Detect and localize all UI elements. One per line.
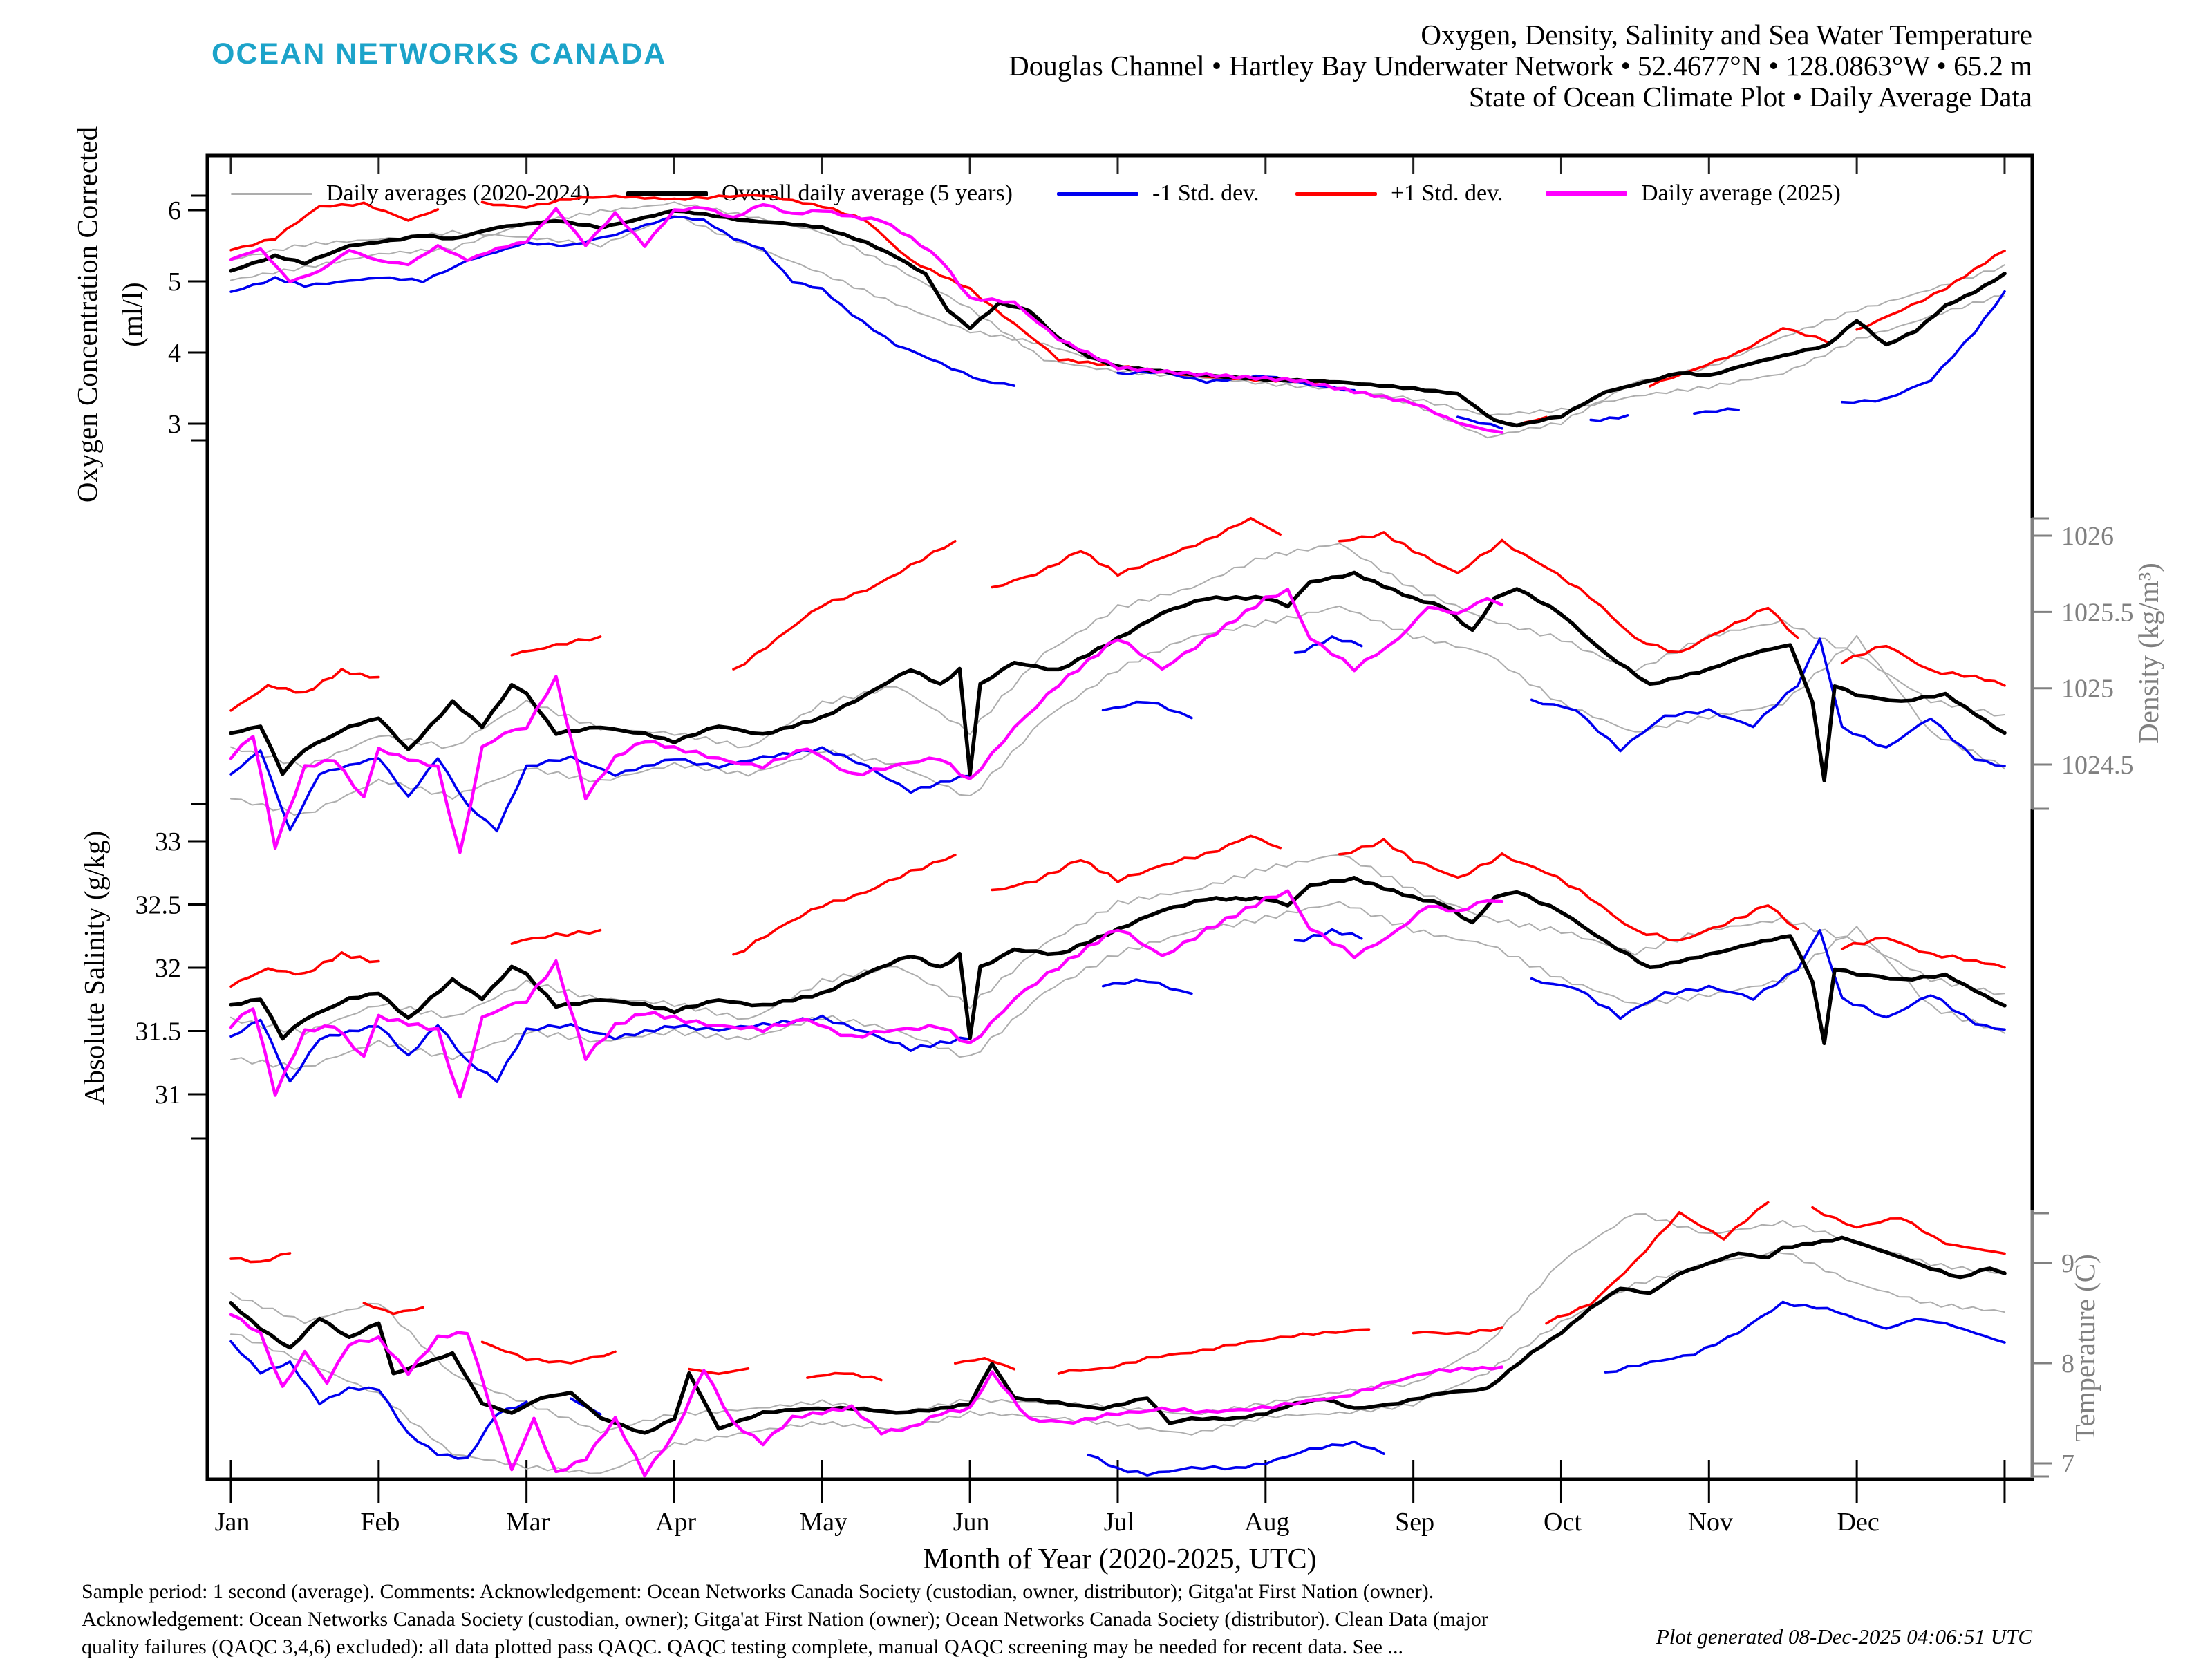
svg-text:Feb: Feb — [360, 1508, 400, 1537]
svg-text:Absolute Salinity (g/kg): Absolute Salinity (g/kg) — [78, 831, 110, 1105]
svg-text:4: 4 — [168, 339, 181, 368]
svg-text:8: 8 — [2061, 1349, 2074, 1378]
legend-label: +1 Std. dev. — [1391, 180, 1503, 206]
legend-line-blue-icon — [1057, 191, 1138, 196]
svg-text:(ml/l): (ml/l) — [116, 282, 148, 346]
svg-text:1025.5: 1025.5 — [2061, 598, 2134, 627]
footer-comments-line3: quality failures (QAQC 3,4,6) excluded):… — [82, 1635, 1403, 1658]
legend-label: Overall daily average (5 years) — [722, 180, 1013, 206]
svg-text:33: 33 — [155, 827, 181, 856]
plot-subtitle-location: Douglas Channel • Hartley Bay Underwater… — [1009, 50, 2032, 82]
legend-line-red-icon — [1295, 191, 1377, 196]
legend-item-daily-averages: Daily averages (2020-2024) — [231, 180, 590, 207]
svg-text:Jul: Jul — [1104, 1508, 1134, 1537]
plot-title: Oxygen, Density, Salinity and Sea Water … — [1421, 19, 2032, 50]
legend-line-black-icon — [626, 191, 708, 196]
svg-text:Dec: Dec — [1837, 1508, 1880, 1537]
plot-generated-timestamp: Plot generated 08-Dec-2025 04:06:51 UTC — [1656, 1624, 2032, 1649]
legend-item-daily-average-2025: Daily average (2025) — [1546, 180, 1841, 207]
svg-text:Jun: Jun — [953, 1508, 990, 1537]
footer-comments-line1: Sample period: 1 second (average). Comme… — [82, 1580, 1434, 1603]
svg-text:6: 6 — [168, 196, 181, 225]
svg-text:32: 32 — [155, 954, 181, 983]
svg-text:5: 5 — [168, 268, 181, 297]
svg-text:Nov: Nov — [1688, 1508, 1733, 1537]
svg-text:32.5: 32.5 — [135, 891, 182, 920]
legend-item-minus-1-std: -1 Std. dev. — [1057, 180, 1259, 207]
svg-text:Sep: Sep — [1395, 1508, 1434, 1537]
legend-label: Daily average (2025) — [1641, 180, 1841, 206]
svg-text:Jan: Jan — [215, 1508, 250, 1537]
legend-label: Daily averages (2020-2024) — [326, 180, 590, 206]
svg-text:7: 7 — [2061, 1450, 2074, 1479]
svg-text:31.5: 31.5 — [135, 1018, 182, 1047]
svg-text:1025: 1025 — [2061, 675, 2114, 704]
svg-text:Temperature (C): Temperature (C) — [2069, 1254, 2101, 1441]
svg-text:Apr: Apr — [655, 1508, 696, 1537]
svg-text:Aug: Aug — [1244, 1508, 1289, 1537]
svg-text:9: 9 — [2061, 1249, 2074, 1278]
svg-text:May: May — [799, 1508, 847, 1537]
legend-label: -1 Std. dev. — [1152, 180, 1259, 206]
ocean-networks-canada-logo: OCEAN NETWORKS CANADA — [212, 37, 667, 71]
svg-text:Oct: Oct — [1544, 1508, 1582, 1537]
legend-line-gray-icon — [231, 192, 312, 195]
svg-text:Oxygen Concentration Corrected: Oxygen Concentration Corrected — [71, 126, 103, 503]
legend-item-plus-1-std: +1 Std. dev. — [1295, 180, 1503, 207]
legend-item-overall-average: Overall daily average (5 years) — [626, 180, 1013, 207]
svg-text:Mar: Mar — [506, 1508, 550, 1537]
plot-subtitle-type: State of Ocean Climate Plot • Daily Aver… — [1468, 81, 2032, 113]
footer-comments-line2: Acknowledgement: Ocean Networks Canada S… — [82, 1608, 1488, 1631]
svg-text:3: 3 — [168, 410, 181, 439]
x-axis-title: Month of Year (2020-2025, UTC) — [923, 1544, 1317, 1575]
legend-line-magenta-icon — [1546, 191, 1627, 196]
svg-text:1024.5: 1024.5 — [2061, 751, 2134, 780]
svg-text:Density (kg/m³): Density (kg/m³) — [2133, 563, 2164, 744]
svg-text:1026: 1026 — [2061, 522, 2114, 551]
svg-text:31: 31 — [155, 1080, 181, 1109]
